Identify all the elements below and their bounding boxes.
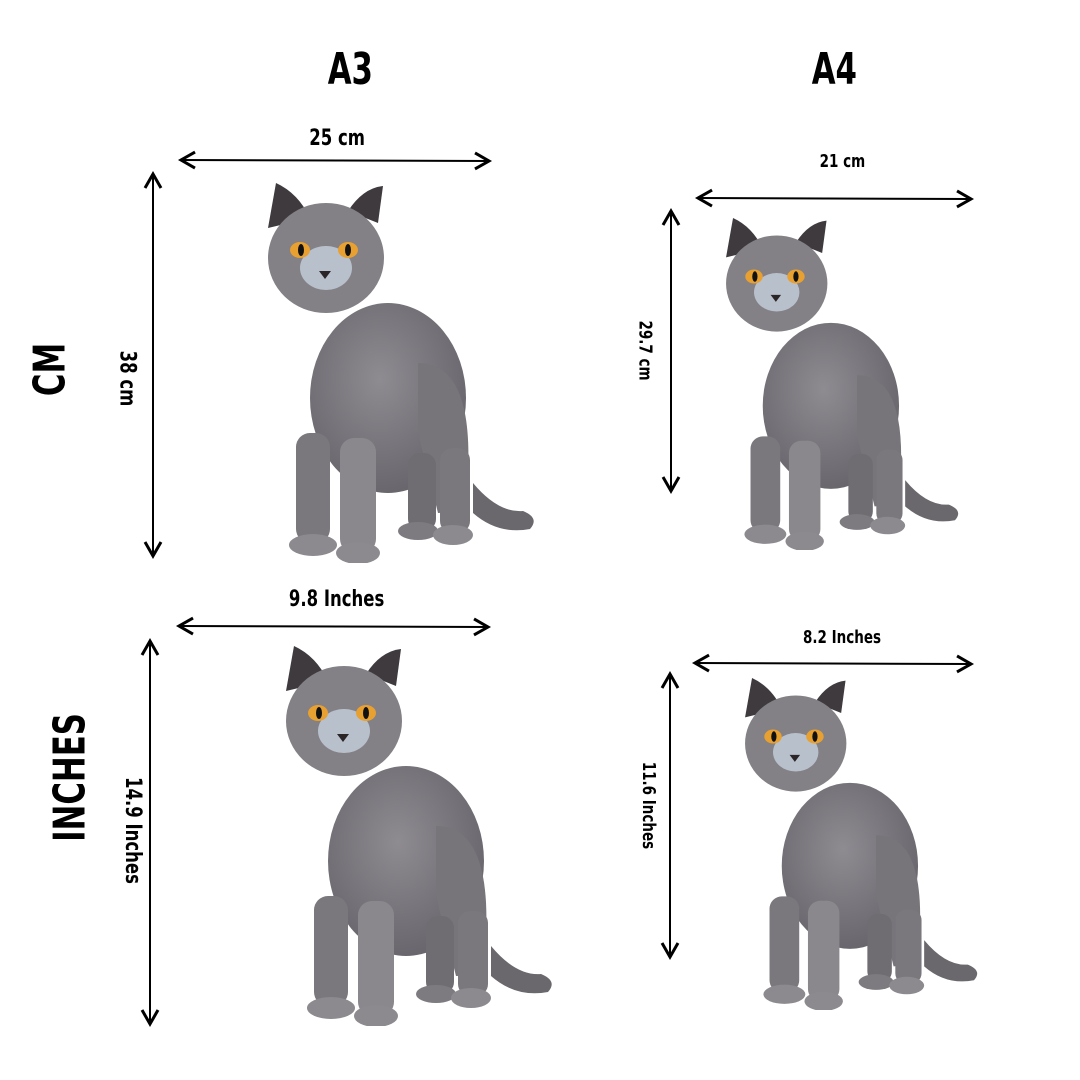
column-header-a3: A3	[327, 44, 373, 95]
column-header-a4: A4	[811, 44, 857, 95]
a3-cm-width-arrow	[177, 150, 493, 171]
a4-in-height-label: 11.6 Inches	[637, 761, 659, 850]
a4-in-width-arrow	[691, 653, 975, 674]
a3-cm-width-label: 25 cm	[309, 126, 365, 151]
cat-image-a4-in	[745, 678, 981, 1010]
cat-image-a3-cm	[268, 183, 538, 563]
a4-cm-height-label: 29.7 cm	[634, 320, 656, 381]
cat-image-a3-in	[286, 646, 556, 1026]
a4-in-width-label: 8.2 Inches	[803, 627, 882, 648]
a3-in-width-arrow	[175, 616, 492, 637]
a3-in-height-label: 14.9 Inches	[119, 777, 145, 884]
a3-in-width-label: 9.8 Inches	[288, 587, 385, 612]
cat-image-a4-cm	[726, 218, 962, 550]
a4-cm-width-label: 21 cm	[819, 151, 866, 172]
a4-cm-width-arrow	[694, 188, 975, 209]
a3-cm-height-label: 38 cm	[114, 350, 140, 407]
